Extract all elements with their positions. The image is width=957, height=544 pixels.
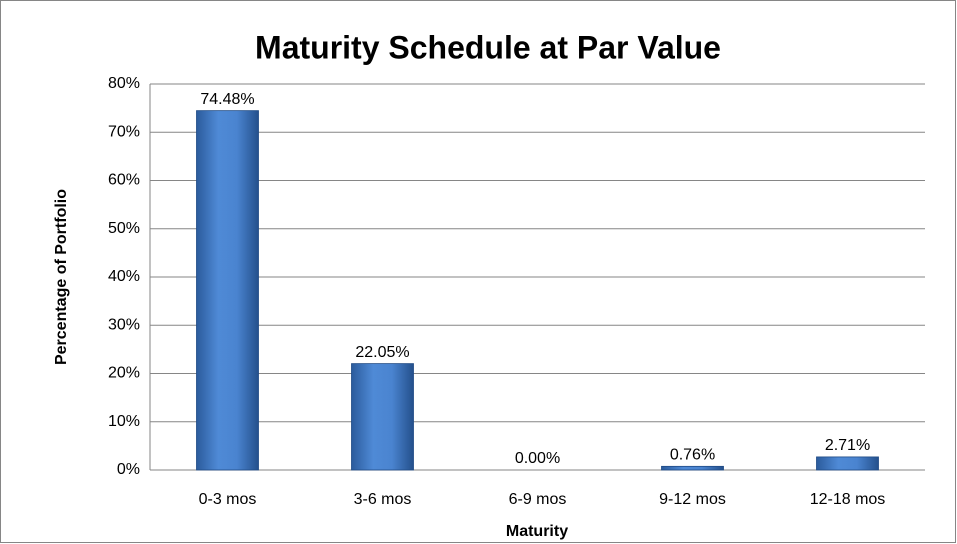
bar [351, 363, 414, 471]
y-tick-label: 0% [117, 461, 140, 478]
y-tick-label: 10% [108, 413, 140, 430]
chart-title: Maturity Schedule at Par Value [255, 29, 721, 65]
y-tick-label: 70% [108, 123, 140, 140]
y-tick-label: 50% [108, 220, 140, 237]
bar [196, 110, 259, 471]
value-label: 74.48% [200, 91, 254, 108]
x-axis-label: Maturity [506, 523, 568, 540]
y-tick-label: 40% [108, 268, 140, 285]
y-tick-label: 20% [108, 365, 140, 382]
y-tick-label: 30% [108, 316, 140, 333]
bar [816, 456, 879, 471]
x-tick-label: 6-9 mos [509, 491, 567, 508]
y-axis-label: Percentage of Portfolio [53, 189, 70, 365]
value-label: 0.76% [670, 447, 715, 464]
value-label: 0.00% [515, 450, 560, 467]
bar [661, 465, 724, 471]
x-tick-label: 3-6 mos [354, 491, 412, 508]
y-tick-label: 80% [108, 75, 140, 92]
x-tick-label: 12-18 mos [810, 491, 886, 508]
y-tick-label: 60% [108, 172, 140, 189]
value-label: 22.05% [355, 344, 409, 361]
x-tick-label: 9-12 mos [659, 491, 726, 508]
value-label: 2.71% [825, 437, 870, 454]
x-tick-label: 0-3 mos [199, 491, 257, 508]
